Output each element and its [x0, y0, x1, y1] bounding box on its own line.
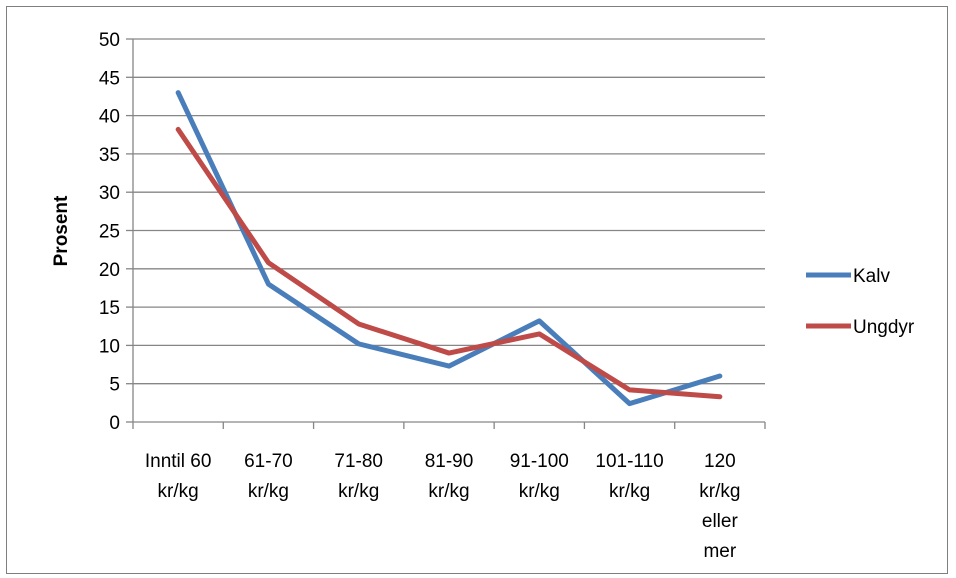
x-tick-label: 71-80 kr/kg	[334, 451, 383, 502]
y-tick-label: 0	[109, 413, 120, 434]
y-tick-label: 45	[99, 68, 120, 89]
chart-frame	[6, 6, 948, 574]
x-tick-label: 81-90 kr/kg	[425, 451, 474, 502]
y-tick-labels: 0 5 10 15 20 25 30 35 40 45 50	[99, 30, 120, 434]
series-lines	[175, 90, 723, 407]
x-tick-labels: Inntil 60 kr/kg 61-70 kr/kg 71-80 kr/kg 81-90 k…	[145, 451, 741, 562]
x-tick-label: 120 kr/kg eller mer	[699, 451, 740, 562]
y-tick-label: 20	[99, 260, 120, 281]
axes	[126, 38, 766, 429]
series-line-ungdyr	[175, 126, 723, 400]
y-tick-label: 30	[99, 183, 120, 204]
series-line-kalv	[175, 90, 723, 407]
y-tick-label: 15	[99, 298, 120, 319]
y-axis-title: Prosent	[51, 195, 72, 266]
x-tick-label: 101-110 kr/kg	[595, 451, 663, 502]
legend: Kalv Ungdyr	[806, 266, 915, 338]
x-tick-label: 61-70 kr/kg	[244, 451, 293, 502]
gridlines	[133, 38, 765, 385]
x-tick-label: Inntil 60 kr/kg	[145, 451, 212, 502]
legend-label-kalv: Kalv	[853, 266, 890, 287]
legend-label-ungdyr: Ungdyr	[853, 317, 915, 338]
y-tick-label: 25	[99, 222, 120, 243]
x-tick-label: 91-100 kr/kg	[510, 451, 569, 502]
y-tick-label: 50	[99, 30, 120, 51]
y-tick-label: 5	[109, 375, 120, 396]
y-tick-label: 40	[99, 107, 120, 128]
y-tick-label: 35	[99, 145, 120, 166]
y-tick-label: 10	[99, 336, 120, 357]
